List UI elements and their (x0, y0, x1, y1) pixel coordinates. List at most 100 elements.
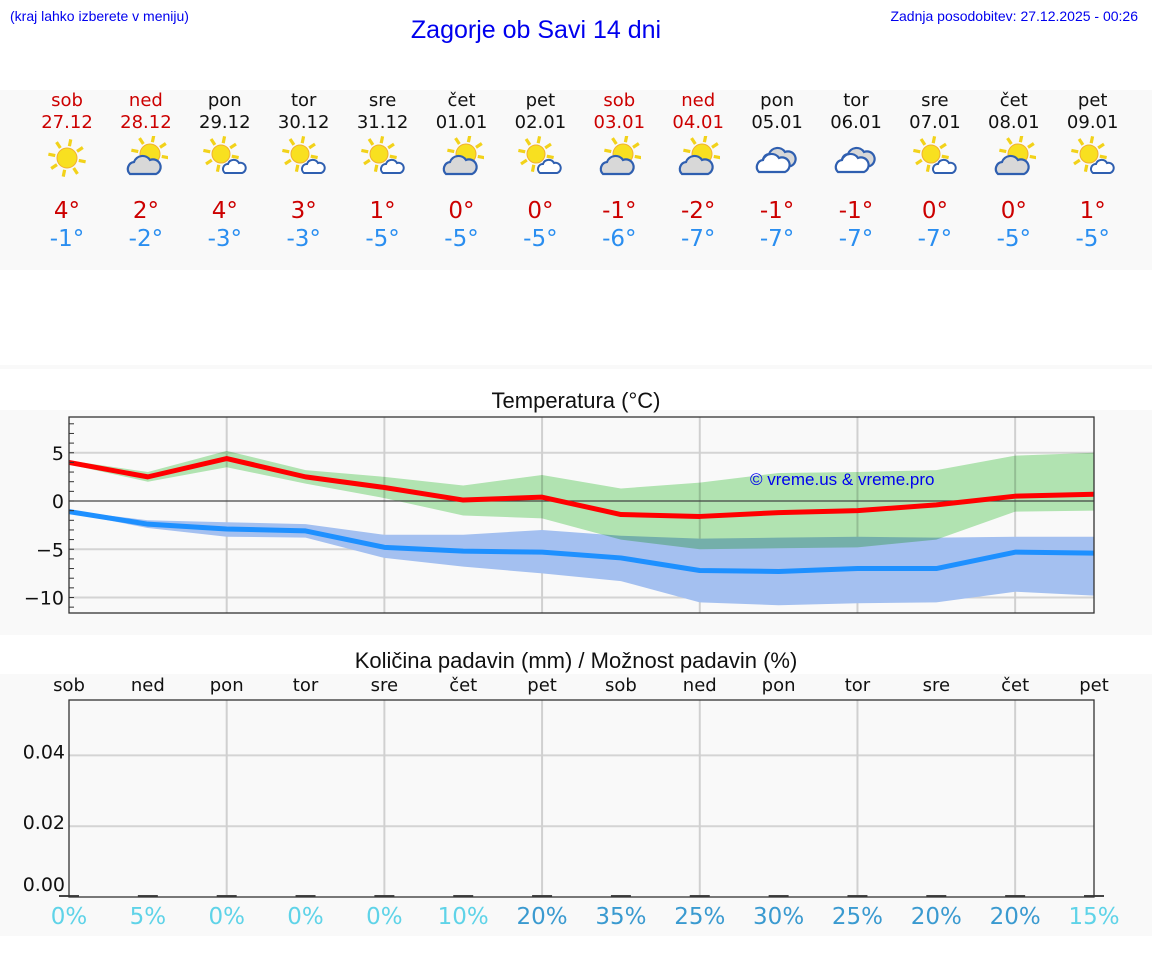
sun-behind-cloud-icon (440, 135, 485, 180)
precip-day-label: ned (130, 675, 165, 696)
min-temp: -5° (365, 226, 400, 252)
day-date: 01.01 (435, 112, 488, 133)
y-tick-label: 5 (52, 443, 64, 465)
day-name: pet (1077, 90, 1108, 111)
max-temp: -1° (759, 198, 795, 224)
y-tick-label: −10 (24, 588, 64, 610)
day-date: 03.01 (593, 112, 646, 133)
min-temp: -5° (523, 226, 558, 252)
day-name: pon (207, 90, 242, 111)
sun-behind-cloud-icon (124, 135, 169, 180)
day-name: sre (921, 90, 949, 111)
max-temp: 0° (527, 198, 554, 224)
precip-probability: 15% (1068, 904, 1120, 930)
day-date: 27.12 (41, 112, 93, 133)
sun-behind-cloud-icon (676, 135, 722, 180)
max-temp: -2° (680, 198, 716, 224)
precip-day-label: tor (292, 675, 319, 696)
min-temp: -6° (602, 226, 637, 252)
daily-forecast: sob 27.12 4° -1° ned 28.12 2° -2° pon 29.1… (0, 90, 1152, 270)
precip-probability: 0% (287, 904, 324, 930)
sunny-icon (45, 136, 89, 180)
sun-small-cloud-icon (281, 136, 326, 180)
precip-probability: 25% (674, 904, 726, 930)
precip-probability: 20% (910, 904, 962, 930)
max-temp: 0° (921, 198, 948, 224)
min-temp: -7° (680, 226, 716, 252)
cloudy-icon (755, 136, 799, 180)
precip-day-label: sob (605, 675, 637, 696)
precip-probability: 20% (516, 904, 568, 930)
day-date: 29.12 (199, 112, 251, 133)
cloudy-icon (834, 136, 878, 180)
day-date: 31.12 (356, 112, 409, 133)
precip-probability: 30% (753, 904, 805, 930)
sun-small-cloud-icon (518, 136, 563, 180)
min-temp: -7° (838, 226, 874, 252)
precip-day-label: sre (370, 675, 399, 696)
day-name: čet (999, 90, 1028, 111)
day-name: sob (603, 90, 636, 111)
daily-forecast-panel (0, 90, 1152, 270)
day-date: 05.01 (751, 112, 803, 133)
day-name: pet (525, 90, 556, 111)
precip-day-label: tor (844, 675, 871, 696)
precip-day-label: sob (53, 675, 85, 696)
precip-day-label: čet (1001, 675, 1030, 696)
day-date: 30.12 (277, 112, 330, 133)
max-temp: -1° (602, 198, 637, 224)
max-temp: 0° (448, 198, 475, 224)
divider (0, 365, 1152, 369)
sun-behind-cloud-icon (597, 135, 643, 180)
day-name: ned (681, 90, 716, 111)
y-tick-label: 0.02 (23, 812, 65, 834)
max-temp: 1° (369, 198, 396, 224)
day-name: čet (447, 90, 476, 111)
min-temp: -7° (759, 226, 795, 252)
precip-probability: 0% (366, 904, 403, 930)
min-temp: -7° (917, 226, 953, 252)
precip-day-label: ned (682, 675, 717, 696)
precip-probability: 0% (50, 904, 88, 930)
min-temp: -5° (1075, 226, 1110, 252)
precip-probability: 25% (831, 904, 884, 930)
precip-day-label: pon (209, 675, 244, 696)
day-date: 09.01 (1066, 112, 1119, 133)
day-name: sre (368, 90, 397, 111)
precip-probability: 0% (208, 904, 245, 930)
day-name: tor (290, 90, 317, 111)
temperature-chart-title: Temperatura (°C) (491, 388, 661, 413)
precip-probability: 5% (129, 904, 167, 930)
precip-day-label: čet (449, 675, 478, 696)
max-temp: 2° (132, 198, 159, 224)
min-temp: -3° (207, 226, 243, 252)
precip-probability: 20% (989, 904, 1041, 930)
max-temp: 1° (1079, 198, 1106, 224)
precip-day-label: sre (922, 675, 951, 696)
precipitation-chart-title: Količina padavin (mm) / Možnost padavin … (354, 648, 798, 673)
min-temp: -2° (128, 226, 164, 252)
max-temp: 4° (53, 198, 81, 224)
min-temp: -1° (49, 226, 85, 252)
day-date: 28.12 (120, 112, 172, 133)
day-name: ned (128, 90, 163, 111)
precip-day-label: pet (1079, 675, 1109, 696)
sun-small-cloud-icon (202, 136, 247, 180)
day-date: 08.01 (988, 112, 1040, 133)
day-date: 04.01 (672, 112, 724, 133)
max-temp: 3° (290, 198, 317, 224)
y-tick-label: 0.04 (23, 741, 65, 763)
precip-probability: 35% (595, 904, 647, 930)
min-temp: -5° (996, 226, 1032, 252)
sun-small-cloud-icon (360, 136, 405, 180)
day-date: 06.01 (830, 112, 882, 133)
day-name: tor (843, 90, 869, 111)
precip-day-label: pet (527, 675, 557, 696)
page-title: Zagorje ob Savi 14 dni (410, 16, 662, 44)
sun-small-cloud-icon (1070, 136, 1115, 180)
day-name: pon (760, 90, 795, 111)
min-temp: -3° (286, 226, 321, 252)
max-temp: 0° (1000, 198, 1027, 224)
last-updated: Zadnja posodobitev: 27.12.2025 - 00:26 (890, 8, 1138, 24)
